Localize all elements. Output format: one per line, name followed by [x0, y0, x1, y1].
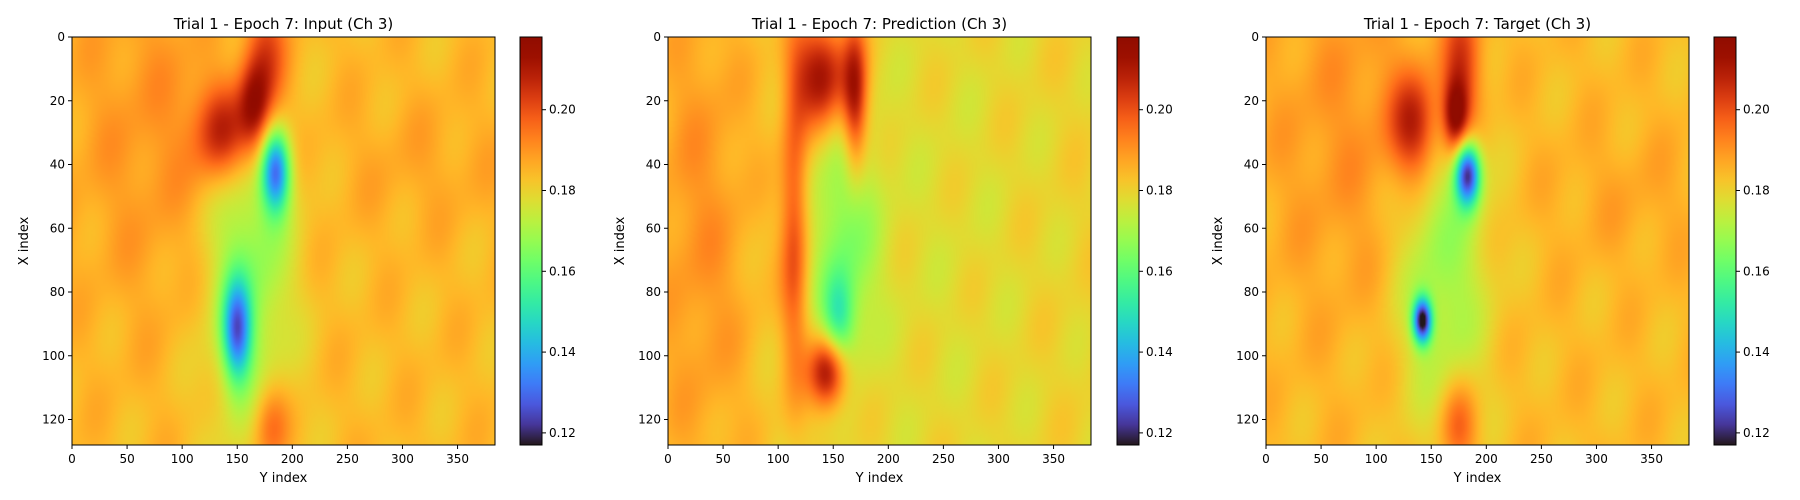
x-tick-label: 0: [68, 452, 76, 466]
y-tick-label: 60: [646, 221, 661, 235]
x-tick-label: 150: [226, 452, 249, 466]
y-tick-label: 120: [42, 413, 65, 427]
y-axis-label: X index: [17, 216, 32, 265]
colorbar-tick-label: 0.14: [549, 345, 576, 359]
x-tick-label: 100: [767, 452, 790, 466]
x-tick-label: 0: [664, 452, 672, 466]
x-tick-label: 200: [281, 452, 304, 466]
heatmap-image: [1266, 37, 1689, 445]
y-tick-label: 60: [50, 221, 65, 235]
colorbar-tick-label: 0.18: [1743, 184, 1770, 198]
colorbar-tick-label: 0.20: [1743, 103, 1770, 117]
y-tick-label: 0: [653, 30, 661, 44]
x-tick-label: 50: [119, 452, 134, 466]
y-tick-label: 0: [57, 30, 65, 44]
x-tick-label: 150: [822, 452, 845, 466]
colorbar-tick-label: 0.14: [1743, 345, 1770, 359]
x-tick-label: 50: [715, 452, 730, 466]
colorbar-tick-label: 0.12: [549, 426, 576, 440]
colorbar-tick-label: 0.16: [549, 264, 576, 278]
colorbar-tick-label: 0.16: [1743, 264, 1770, 278]
y-tick-label: 80: [1244, 285, 1259, 299]
x-tick-label: 250: [932, 452, 955, 466]
heatmap-image: [72, 37, 495, 445]
y-axis-label: X index: [1211, 216, 1226, 265]
y-tick-label: 0: [1251, 30, 1259, 44]
colorbar-gradient: [519, 36, 543, 446]
y-tick-label: 80: [646, 285, 661, 299]
x-tick-label: 350: [1640, 452, 1663, 466]
heatmap-panel-1: Trial 1 - Epoch 7: Input (Ch 3) 0 50 100 150…: [17, 15, 576, 486]
y-tick-label: 100: [638, 349, 661, 363]
y-tick-label: 40: [50, 158, 65, 172]
x-tick-label: 50: [1313, 452, 1328, 466]
chart-title: Trial 1 - Epoch 7: Target (Ch 3): [1363, 15, 1591, 33]
x-axis-label: Y index: [259, 471, 308, 486]
y-tick-label: 100: [42, 349, 65, 363]
x-tick-label: 300: [987, 452, 1010, 466]
chart-title: Trial 1 - Epoch 7: Input (Ch 3): [173, 15, 394, 33]
x-tick-label: 350: [446, 452, 469, 466]
y-tick-label: 120: [638, 413, 661, 427]
x-tick-label: 250: [336, 452, 359, 466]
colorbar-tick-label: 0.18: [1146, 184, 1173, 198]
plot-frame: [1265, 36, 1690, 446]
colorbar-gradient: [1713, 36, 1737, 446]
x-axis-label: Y index: [855, 471, 904, 486]
x-tick-label: 300: [391, 452, 414, 466]
y-axis-label: X index: [613, 216, 628, 265]
heatmap-panel-2: Trial 1 - Epoch 7: Prediction (Ch 3) 0 50 1…: [613, 15, 1173, 486]
y-tick-label: 40: [646, 158, 661, 172]
plot-frame: [667, 36, 1092, 446]
heatmap-image: [668, 37, 1091, 445]
heatmap-panel-3: Trial 1 - Epoch 7: Target (Ch 3) 0 50 100 15…: [1211, 15, 1770, 486]
colorbar: 0.12 0.14 0.16 0.18 0.20: [1713, 36, 1770, 446]
colorbar-tick-label: 0.12: [1743, 426, 1770, 440]
y-tick-label: 20: [1244, 94, 1259, 108]
y-tick-label: 20: [646, 94, 661, 108]
colorbar-tick-label: 0.20: [1146, 103, 1173, 117]
colorbar-tick-label: 0.20: [549, 103, 576, 117]
colorbar-tick-label: 0.12: [1146, 426, 1173, 440]
x-tick-label: 150: [1420, 452, 1443, 466]
x-tick-label: 0: [1262, 452, 1270, 466]
plot-frame: [71, 36, 496, 446]
y-tick-label: 40: [1244, 158, 1259, 172]
panels: Trial 1 - Epoch 7: Input (Ch 3) 0 50 100 150…: [17, 15, 1770, 486]
x-axis-label: Y index: [1453, 471, 1502, 486]
x-tick-label: 100: [171, 452, 194, 466]
x-tick-label: 350: [1042, 452, 1065, 466]
y-tick-label: 120: [1236, 413, 1259, 427]
colorbar-gradient: [1116, 36, 1140, 446]
y-tick-label: 100: [1236, 349, 1259, 363]
colorbar-tick-label: 0.14: [1146, 345, 1173, 359]
colorbar: 0.12 0.14 0.16 0.18 0.20: [519, 36, 576, 446]
y-tick-label: 20: [50, 94, 65, 108]
x-tick-label: 100: [1365, 452, 1388, 466]
y-tick-label: 80: [50, 285, 65, 299]
x-tick-label: 200: [877, 452, 900, 466]
x-tick-label: 300: [1585, 452, 1608, 466]
colorbar: 0.12 0.14 0.16 0.18 0.20: [1116, 36, 1173, 446]
x-tick-label: 200: [1475, 452, 1498, 466]
y-tick-label: 60: [1244, 221, 1259, 235]
colorbar-tick-label: 0.18: [549, 184, 576, 198]
chart-title: Trial 1 - Epoch 7: Prediction (Ch 3): [751, 15, 1007, 33]
colorbar-tick-label: 0.16: [1146, 264, 1173, 278]
x-tick-label: 250: [1530, 452, 1553, 466]
